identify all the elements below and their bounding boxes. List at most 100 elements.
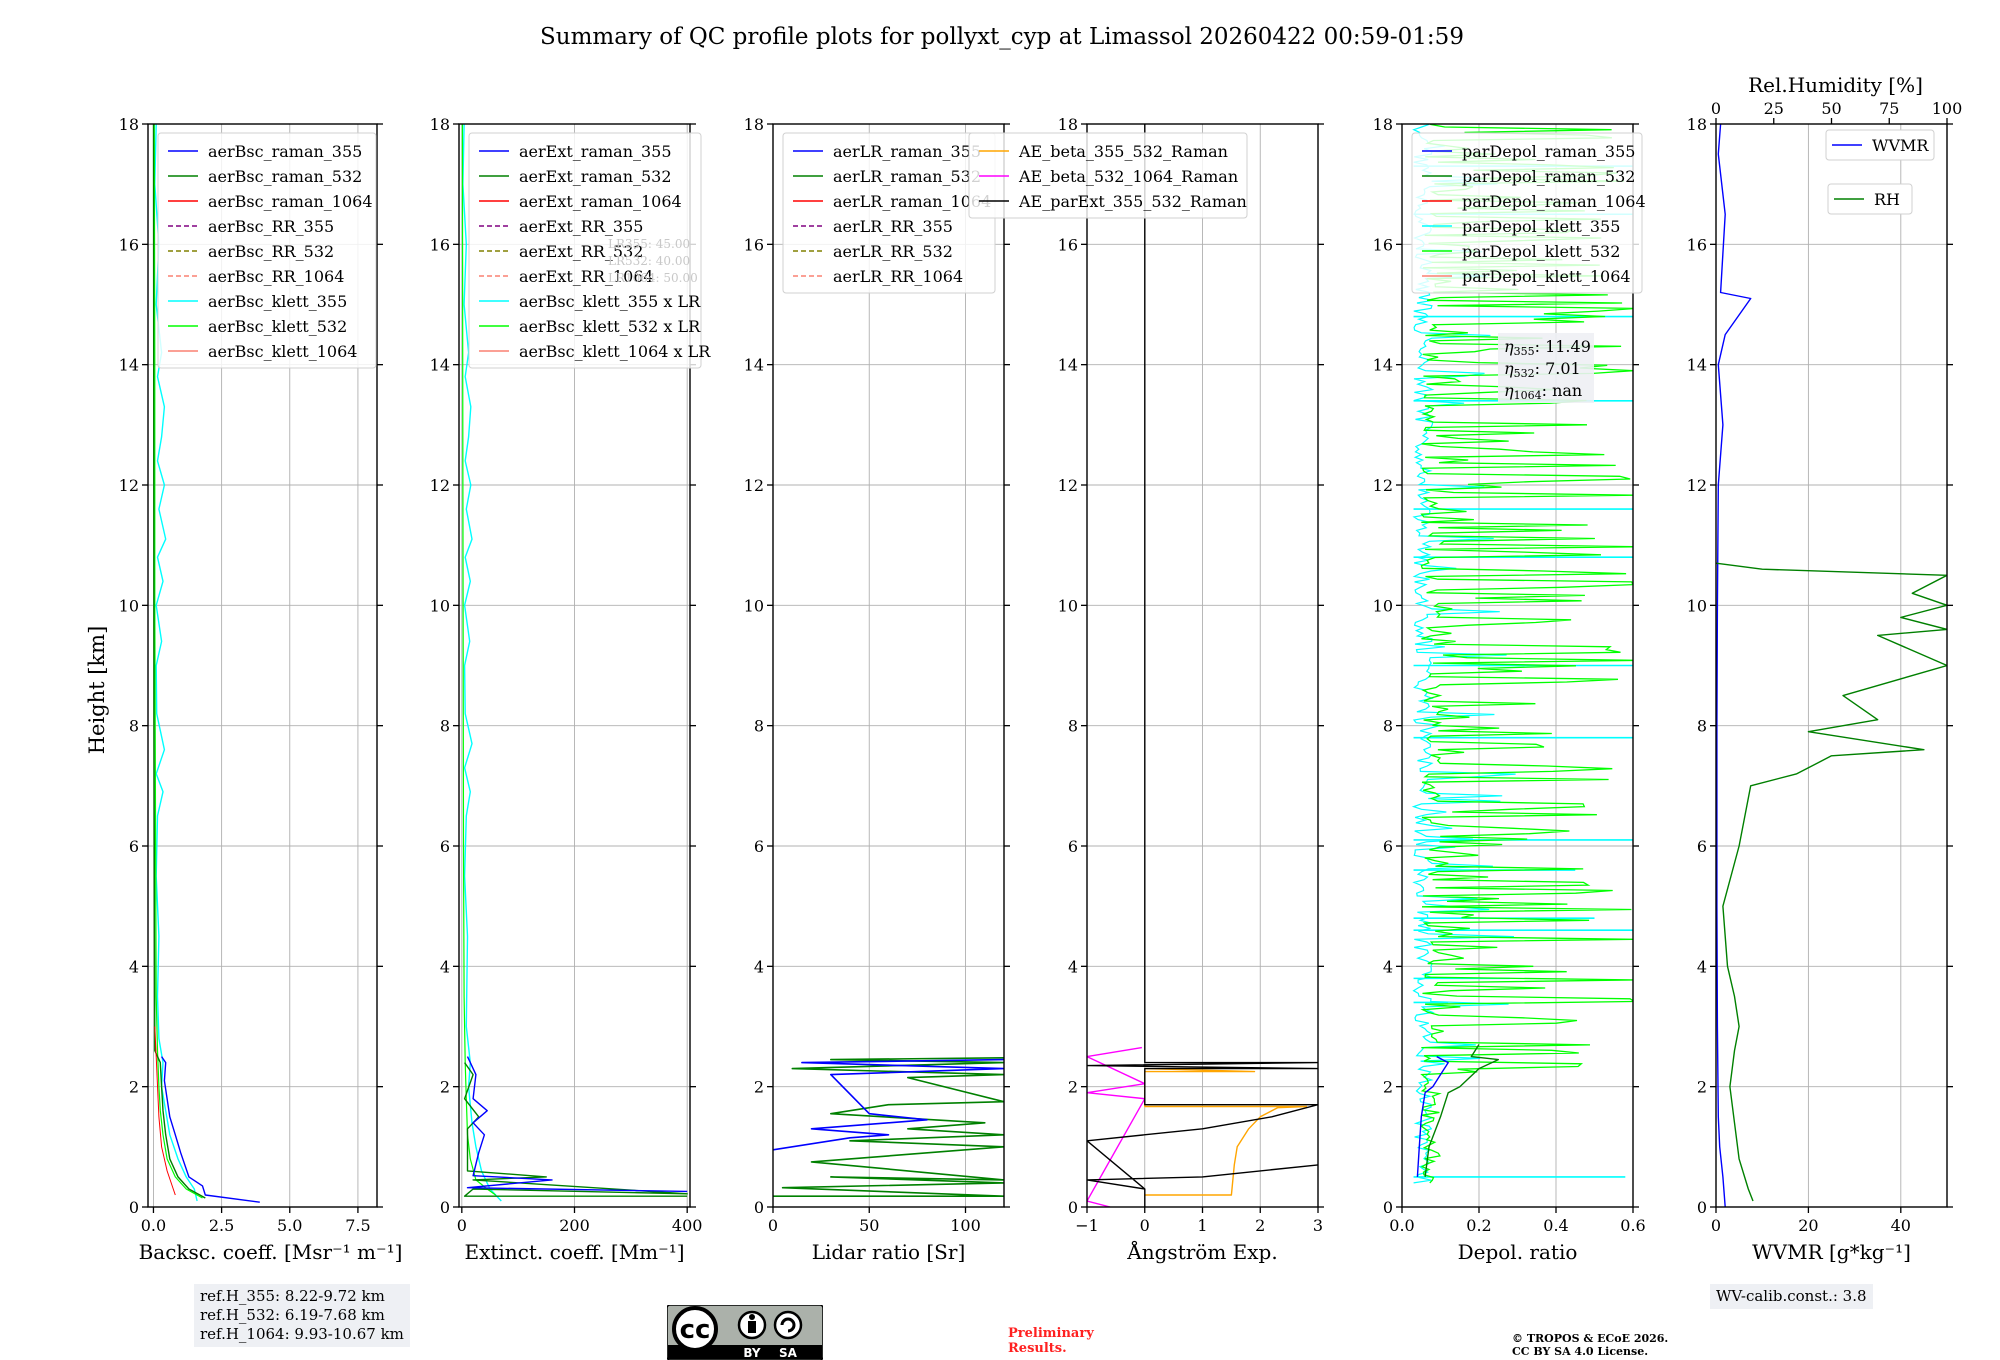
legend-label: aerBsc_RR_532 [208,242,334,261]
series-line-parDepol_raman_355 [1416,1055,1449,1177]
legend-label: aerBsc_klett_1064 x LR [519,342,711,361]
x-axis-label: Backsc. coeff. [Msr⁻¹ m⁻¹] [139,1240,403,1264]
y-tick-label: 4 [1697,957,1707,976]
series-line-aerBsc_klett_355 [154,124,198,1202]
x2-tick-label: 100 [1932,99,1963,118]
y-tick-label: 12 [1373,476,1393,495]
x-tick-label: 0 [457,1216,467,1235]
y-tick-label: 0 [1697,1198,1707,1217]
y-tick-label: 10 [744,596,764,615]
y-tick-label: 0 [1068,1198,1078,1217]
legend-label: AE_beta_532_1064_Raman [1018,167,1238,186]
y-tick-label: 12 [1058,476,1078,495]
y-tick-label: 2 [1068,1078,1078,1097]
legend-label: aerBsc_klett_355 x LR [519,292,701,311]
legend-label: aerBsc_klett_355 [208,292,347,311]
series-group-backscatter [152,124,260,1203]
x-tick-label: 20 [1798,1216,1818,1235]
y-tick-label: 18 [1373,115,1393,134]
x-tick-label: 0.6 [1620,1216,1645,1235]
cc-by-sa-license-badge: cc BY SA [667,1305,823,1360]
eta-532: η532: 7.01 [1504,359,1581,380]
y-tick-label: 12 [119,476,139,495]
y-tick-label: 18 [1687,115,1707,134]
x-tick-label: 40 [1891,1216,1911,1235]
y-tick-label: 12 [744,476,764,495]
copyright-note: © TROPOS & ECoE 2026. CC BY SA 4.0 Licen… [1512,1332,1668,1358]
legend-label: aerLR_raman_1064 [833,192,991,211]
y-tick-label: 6 [754,837,764,856]
series-group-lidar_ratio [773,1057,1004,1197]
legend-label: WVMR [1872,136,1929,155]
legend-label: aerExt_raman_355 [519,142,672,161]
y-tick-label: 16 [1373,235,1393,254]
y-tick-label: 8 [1068,717,1078,736]
preliminary-results-note: Preliminary Results. [1008,1326,1094,1356]
panel-backscatter: 0 2 4 6 8 10 12 14 16 18 0.0 2.5 5.0 7.5 Backsc. coeff… [119,115,403,1264]
legend-label: aerExt_RR_355 [519,217,643,236]
x-tick-label: 50 [859,1216,879,1235]
legend-label: AE_parExt_355_532_Raman [1018,192,1247,211]
legend-label: aerExt_RR_532 [519,242,643,261]
panel-depolarization: 0 2 4 6 8 10 12 14 16 18 0.0 0.2 0.4 0.6 Depol. ratio p… [1373,115,1646,1264]
y-tick-label: 10 [1373,596,1393,615]
series-group-wvmr_rh [1716,124,1947,1207]
y-tick-label: 8 [1383,717,1393,736]
series-line-aerBsc_klett_532 x LR [461,124,496,1196]
preliminary-line-2: Results. [1008,1341,1067,1356]
axes-frame [147,123,378,1208]
legend-label: aerBsc_RR_355 [208,217,334,236]
x-axis-label: Ångström Exp. [1126,1239,1277,1264]
cc-logo-text: cc [680,1315,711,1345]
legend-lidar_ratio: aerLR_raman_355 aerLR_raman_532 aerLR_rama… [782,132,996,294]
series-line-aerBsc_raman_355 [161,1056,260,1203]
y-tick-label: 2 [754,1078,764,1097]
legend-label: aerBsc_klett_1064 [208,342,357,361]
x-tick-label: 0 [1711,1216,1721,1235]
x2-tick-label: 25 [1764,99,1784,118]
copyright-line-2: CC BY SA 4.0 License. [1512,1345,1649,1358]
x-tick-label: 0 [1140,1216,1150,1235]
legend-label: parDepol_raman_355 [1462,142,1635,161]
sa-label: SA [779,1346,798,1360]
x2-tick-label: 75 [1879,99,1899,118]
x-tick-label: 7.5 [345,1216,370,1235]
y-tick-label: 6 [1383,837,1393,856]
x-tick-label: 2 [1255,1216,1265,1235]
axes-frame [1401,123,1634,1208]
y-tick-label: 8 [754,717,764,736]
x-axis-label: Depol. ratio [1458,1240,1578,1264]
y-tick-label: 4 [129,957,139,976]
copyright-line-1: © TROPOS & ECoE 2026. [1512,1332,1669,1345]
y-tick-label: 16 [119,235,139,254]
y-tick-label: 14 [1058,356,1078,375]
legend-label: aerLR_raman_532 [833,167,981,186]
legend-angstrom: AE_beta_355_532_Raman AE_beta_532_1064_Ra… [968,132,1248,219]
axes-frame [772,123,1005,1208]
y-tick-label: 4 [1068,957,1078,976]
ref-height-1064: ref.H_1064: 9.93-10.67 km [200,1325,404,1343]
y-tick-label: 14 [1687,356,1707,375]
legend-label: aerExt_RR_1064 [519,267,654,286]
y-tick-label: 6 [1697,837,1707,856]
series-line-aerBsc_raman_532 [152,124,206,1199]
x-tick-label: 100 [950,1216,981,1235]
legend-box [968,132,1248,219]
y-tick-label: 0 [754,1198,764,1217]
reference-height-box: ref.H_355: 8.22-9.72 km ref.H_532: 6.19-… [194,1284,410,1347]
legend-label: RH [1874,190,1900,209]
y-tick-label: 6 [129,837,139,856]
legend-box [157,132,377,369]
ref-height-532: ref.H_532: 6.19-7.68 km [200,1306,385,1324]
legend-RH: RH [1827,183,1913,215]
y-tick-label: 12 [430,476,450,495]
series-line-parDepol_raman_532 [1424,1044,1499,1177]
y-tick-label: 6 [1068,837,1078,856]
faded-lr-label: LR355: 45.00 [608,237,690,251]
legend-label: aerBsc_klett_532 [208,317,347,336]
x-tick-label: −1 [1075,1216,1099,1235]
legend-box [1411,132,1643,294]
y-tick-label: 14 [1373,356,1393,375]
